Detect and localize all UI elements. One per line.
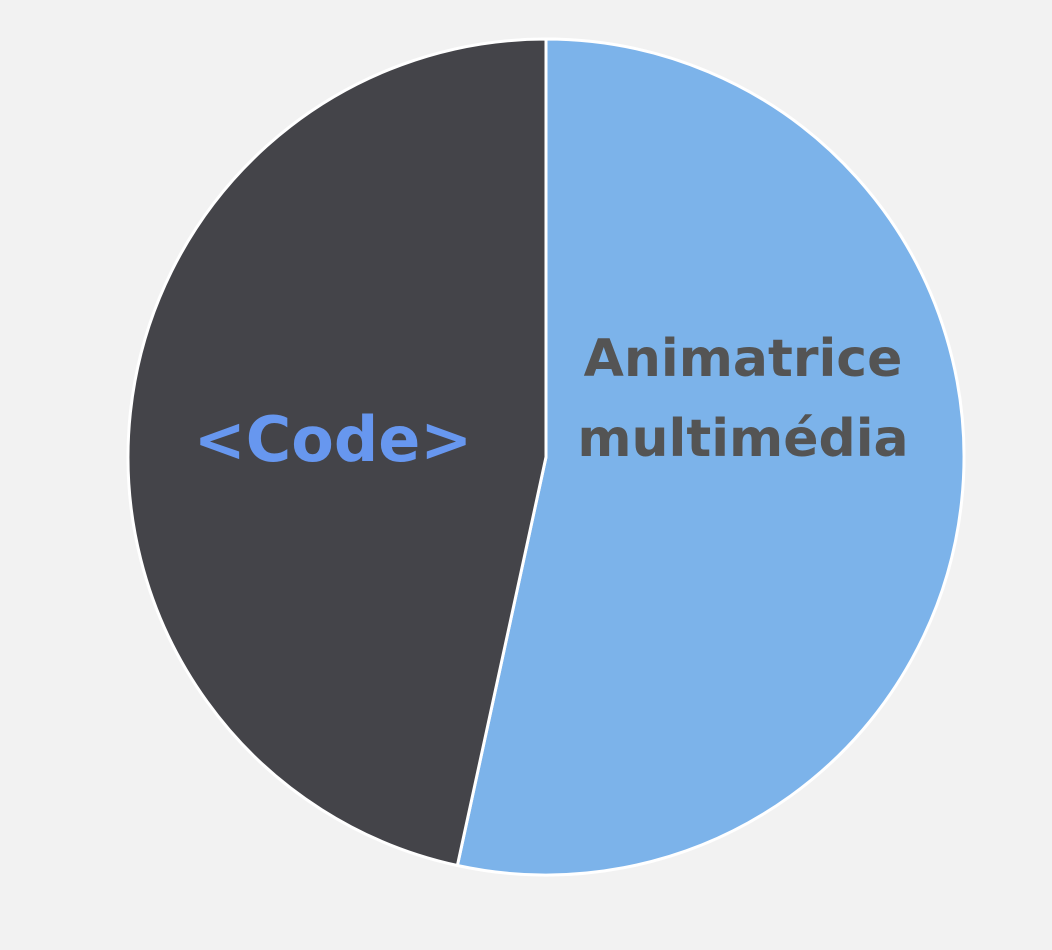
label-code: <Code> — [194, 403, 472, 476]
label-code-line: <Code> — [194, 403, 472, 476]
pie-labels: Animatrice multimédia <Code> — [194, 329, 909, 476]
label-animatrice-multimedia-line: multimédia — [577, 409, 908, 469]
pie-slices — [126, 37, 966, 877]
slice-code — [126, 37, 548, 867]
label-animatrice-multimedia: Animatrice multimédia — [577, 329, 908, 469]
slice-animatrice-multimedia — [455, 37, 966, 877]
label-animatrice-multimedia-line: Animatrice — [584, 329, 903, 389]
